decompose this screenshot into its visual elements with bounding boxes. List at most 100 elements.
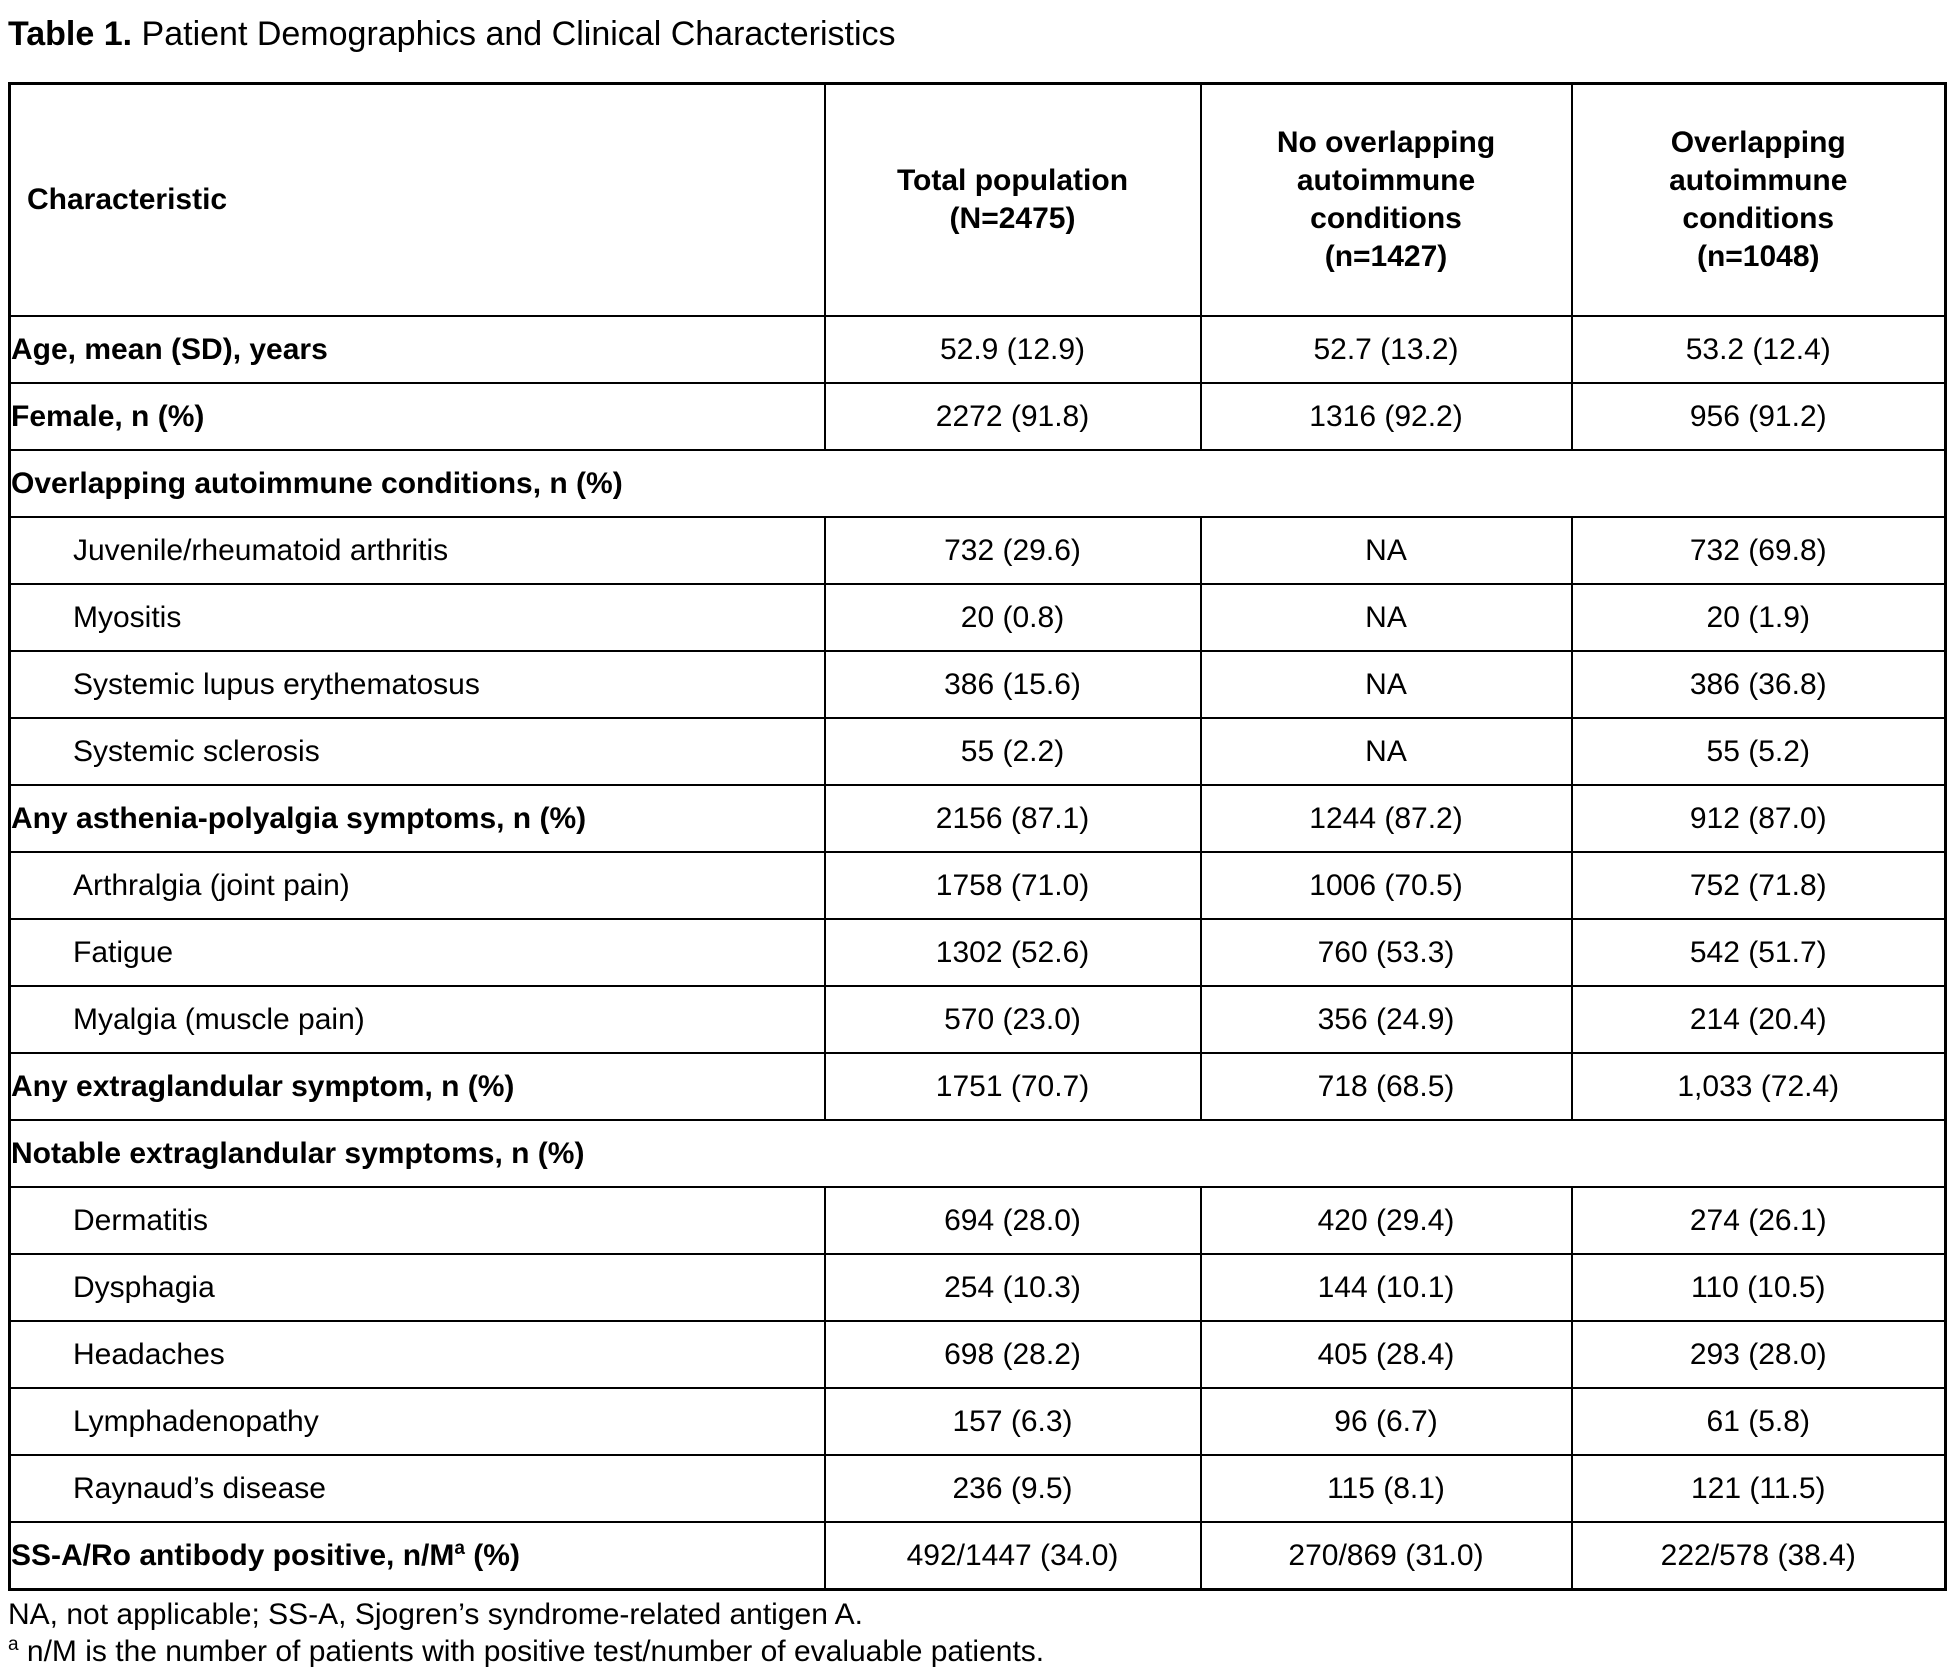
footnote-abbreviations: NA, not applicable; SS-A, Sjogren’s synd… (8, 1597, 863, 1631)
row-label-cell: Arthralgia (joint pain) (8, 851, 826, 921)
row-value-cell: 1,033 (72.4) (1570, 1052, 1947, 1122)
table-row: Systemic lupus erythematosus 386 (15.6) … (8, 650, 1947, 720)
row-label-cell: Systemic lupus erythematosus (8, 650, 826, 720)
row-value-cell: 1006 (70.5) (1199, 851, 1573, 921)
row-label-cell: Female, n (%) (8, 382, 826, 452)
row-value-cell: 1302 (52.6) (823, 918, 1202, 988)
header-no-overlapping: No overlapping autoimmune conditions (n=… (1199, 82, 1573, 318)
footnote-a: a n/M is the number of patients with pos… (8, 1634, 1944, 1671)
row-label-cell: SS-A/Ro antibody positive, n/Ma (%) (8, 1521, 826, 1591)
row-label-cell: Systemic sclerosis (8, 717, 826, 787)
row-value-cell: NA (1199, 516, 1573, 586)
row-label-cell: Any asthenia-polyalgia symptoms, n (%) (8, 784, 826, 854)
row-value-cell: 61 (5.8) (1570, 1387, 1947, 1457)
row-value-cell: NA (1199, 583, 1573, 653)
row-value-cell: NA (1199, 717, 1573, 787)
table-row: Any asthenia-polyalgia symptoms, n (%) 2… (8, 784, 1947, 854)
row-value-cell: 356 (24.9) (1199, 985, 1573, 1055)
row-value-cell: 492/1447 (34.0) (823, 1521, 1202, 1591)
footnote-marker-a: a (454, 1537, 465, 1559)
row-label-cell: Lymphadenopathy (8, 1387, 826, 1457)
footnote-a-text: n/M is the number of patients with posit… (18, 1634, 1045, 1668)
row-value-cell: 293 (28.0) (1570, 1320, 1947, 1390)
header-total-population: Total population (N=2475) (823, 82, 1202, 318)
row-label-text: SS-A/Ro antibody positive, n/M (11, 1538, 455, 1572)
row-value-cell: 20 (0.8) (823, 583, 1202, 653)
table-header: Characteristic Total population (N=2475)… (8, 82, 1947, 318)
table-row: Arthralgia (joint pain) 1758 (71.0) 1006… (8, 851, 1947, 921)
row-label-text: (%) (464, 1538, 520, 1572)
row-label-cell: Dermatitis (8, 1186, 826, 1256)
row-value-cell: 694 (28.0) (823, 1186, 1202, 1256)
section-label-cell: Overlapping autoimmune conditions, n (%) (8, 449, 1947, 519)
section-label-cell: Notable extraglandular symptoms, n (%) (8, 1119, 1947, 1189)
row-value-cell: 405 (28.4) (1199, 1320, 1573, 1390)
footnote-a-marker: a (8, 1633, 19, 1655)
table-row: Juvenile/rheumatoid arthritis 732 (29.6)… (8, 516, 1947, 586)
header-overlapping: Overlapping autoimmune conditions (n=104… (1570, 82, 1947, 318)
row-value-cell: 542 (51.7) (1570, 918, 1947, 988)
row-value-cell: 121 (11.5) (1570, 1454, 1947, 1524)
footnotes: NA, not applicable; SS-A, Sjogren’s synd… (8, 1597, 1944, 1671)
row-value-cell: 52.9 (12.9) (823, 315, 1202, 385)
row-value-cell: 698 (28.2) (823, 1320, 1202, 1390)
table-row: Raynaud’s disease 236 (9.5) 115 (8.1) 12… (8, 1454, 1947, 1524)
row-value-cell: 55 (2.2) (823, 717, 1202, 787)
row-label-cell: Fatigue (8, 918, 826, 988)
row-value-cell: 752 (71.8) (1570, 851, 1947, 921)
table-row: Headaches 698 (28.2) 405 (28.4) 293 (28.… (8, 1320, 1947, 1390)
row-value-cell: 96 (6.7) (1199, 1387, 1573, 1457)
row-value-cell: 1316 (92.2) (1199, 382, 1573, 452)
row-value-cell: 270/869 (31.0) (1199, 1521, 1573, 1591)
row-label-cell: Juvenile/rheumatoid arthritis (8, 516, 826, 586)
row-value-cell: 274 (26.1) (1570, 1186, 1947, 1256)
row-value-cell: 214 (20.4) (1570, 985, 1947, 1055)
row-value-cell: 732 (69.8) (1570, 516, 1947, 586)
row-label-cell: Age, mean (SD), years (8, 315, 826, 385)
table-section-row: Overlapping autoimmune conditions, n (%) (8, 449, 1947, 519)
row-value-cell: 254 (10.3) (823, 1253, 1202, 1323)
row-value-cell: 157 (6.3) (823, 1387, 1202, 1457)
table-row: Systemic sclerosis 55 (2.2) NA 55 (5.2) (8, 717, 1947, 787)
row-value-cell: 386 (36.8) (1570, 650, 1947, 720)
row-value-cell: 55 (5.2) (1570, 717, 1947, 787)
row-value-cell: 115 (8.1) (1199, 1454, 1573, 1524)
table-row: Myositis 20 (0.8) NA 20 (1.9) (8, 583, 1947, 653)
row-value-cell: 718 (68.5) (1199, 1052, 1573, 1122)
row-value-cell: 53.2 (12.4) (1570, 315, 1947, 385)
row-label-cell: Any extraglandular symptom, n (%) (8, 1052, 826, 1122)
table-body: Age, mean (SD), years 52.9 (12.9) 52.7 (… (8, 315, 1947, 1591)
row-value-cell: 760 (53.3) (1199, 918, 1573, 988)
row-value-cell: 420 (29.4) (1199, 1186, 1573, 1256)
table-row: Dysphagia 254 (10.3) 144 (10.1) 110 (10.… (8, 1253, 1947, 1323)
header-characteristic: Characteristic (8, 82, 826, 318)
row-value-cell: 386 (15.6) (823, 650, 1202, 720)
row-value-cell: 110 (10.5) (1570, 1253, 1947, 1323)
row-value-cell: 1758 (71.0) (823, 851, 1202, 921)
table-section-row: Notable extraglandular symptoms, n (%) (8, 1119, 1947, 1189)
table-row: Female, n (%) 2272 (91.8) 1316 (92.2) 95… (8, 382, 1947, 452)
row-value-cell: 956 (91.2) (1570, 382, 1947, 452)
row-value-cell: 52.7 (13.2) (1199, 315, 1573, 385)
table-row: Any extraglandular symptom, n (%) 1751 (… (8, 1052, 1947, 1122)
row-label-cell: Headaches (8, 1320, 826, 1390)
demographics-table: Characteristic Total population (N=2475)… (8, 81, 1947, 1591)
table-row: Age, mean (SD), years 52.9 (12.9) 52.7 (… (8, 315, 1947, 385)
row-value-cell: 1751 (70.7) (823, 1052, 1202, 1122)
table-title: Table 1. Patient Demographics and Clinic… (8, 14, 1944, 55)
row-value-cell: 1244 (87.2) (1199, 784, 1573, 854)
row-value-cell: 236 (9.5) (823, 1454, 1202, 1524)
row-label-cell: Myalgia (muscle pain) (8, 985, 826, 1055)
row-value-cell: 732 (29.6) (823, 516, 1202, 586)
row-value-cell: 570 (23.0) (823, 985, 1202, 1055)
table-title-text: Patient Demographics and Clinical Charac… (132, 15, 896, 53)
table-row: SS-A/Ro antibody positive, n/Ma (%) 492/… (8, 1521, 1947, 1591)
row-label-cell: Raynaud’s disease (8, 1454, 826, 1524)
row-value-cell: NA (1199, 650, 1573, 720)
header-row: Characteristic Total population (N=2475)… (8, 82, 1947, 318)
table-row: Myalgia (muscle pain) 570 (23.0) 356 (24… (8, 985, 1947, 1055)
table-title-label: Table 1. (8, 15, 133, 53)
table-row: Dermatitis 694 (28.0) 420 (29.4) 274 (26… (8, 1186, 1947, 1256)
table-row: Lymphadenopathy 157 (6.3) 96 (6.7) 61 (5… (8, 1387, 1947, 1457)
row-label-cell: Dysphagia (8, 1253, 826, 1323)
